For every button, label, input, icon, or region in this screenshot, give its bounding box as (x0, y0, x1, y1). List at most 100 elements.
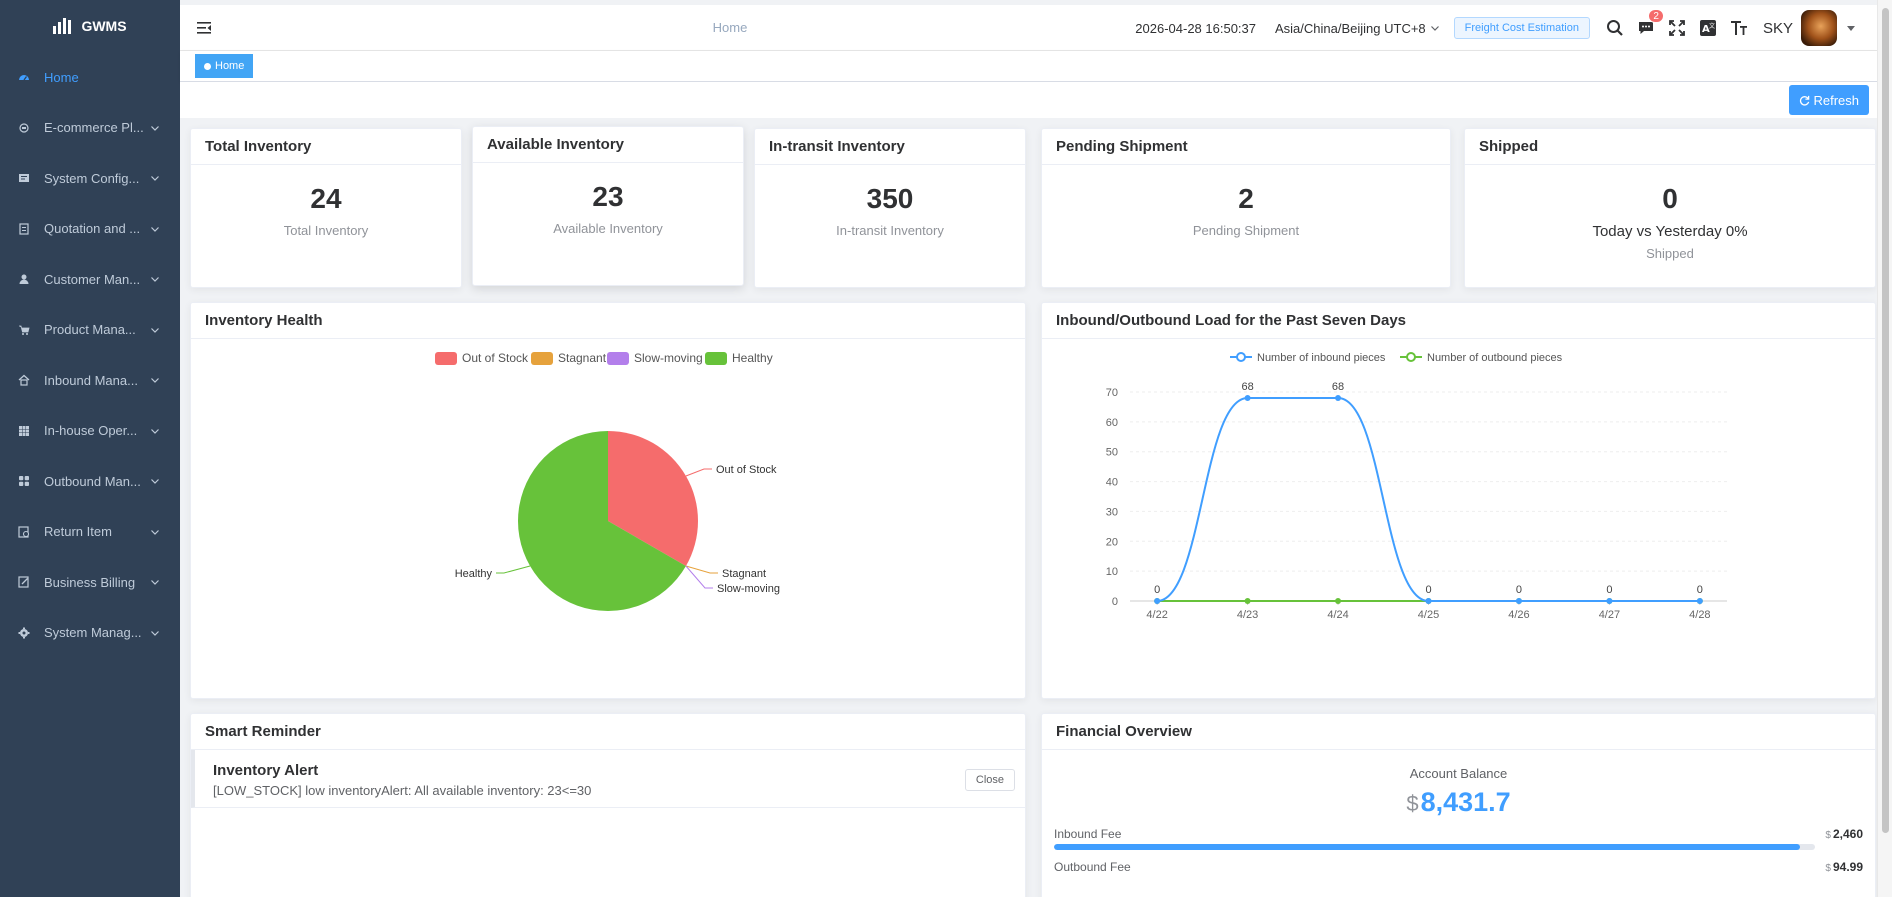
legend-label: Number of inbound pieces (1257, 352, 1386, 364)
user-icon (18, 273, 30, 285)
legend-item: Healthy (705, 351, 773, 365)
legend-item: Number of outbound pieces (1400, 352, 1563, 364)
x-tick-label: 4/24 (1327, 609, 1348, 621)
legend-label: Stagnant (558, 351, 607, 365)
refresh-icon (1800, 95, 1810, 106)
legend-item: Number of inbound pieces (1230, 352, 1386, 364)
apps-icon (18, 475, 30, 487)
sidebar-item-system-manag[interactable]: System Manag... (0, 608, 180, 659)
sidebar-item-outbound-man[interactable]: Outbound Man... (0, 456, 180, 507)
sidebar-item-label: E-commerce Pl... (44, 120, 144, 136)
inventory-health-card: Inventory Health Out of Stock Stagnant Slo… (190, 302, 1026, 699)
timezone-select[interactable]: Asia/China/Beijing UTC+8 (1275, 21, 1440, 36)
page-scrollbar[interactable] (1877, 0, 1892, 897)
data-point (1696, 598, 1703, 604)
search-icon[interactable] (1604, 17, 1626, 39)
sidebar-item-in-house-oper[interactable]: In-house Oper... (0, 406, 180, 457)
data-label: 0 (1516, 584, 1522, 596)
card-title: Total Inventory (191, 129, 461, 165)
sidebar-item-home[interactable]: Home (0, 52, 180, 103)
app-logo[interactable]: GWMS (0, 0, 180, 52)
y-tick-label: 30 (1106, 506, 1118, 518)
sidebar-item-label: Outbound Man... (44, 473, 141, 489)
return-icon (18, 526, 30, 538)
scrollbar-thumb[interactable] (1882, 8, 1889, 833)
quotation-icon (18, 223, 30, 235)
leader-line (685, 565, 718, 574)
sidebar-item-e-commerce-pl[interactable]: E-commerce Pl... (0, 103, 180, 154)
stat-card-in-transit-inventory[interactable]: In-transit Inventory 350 In-transit Inve… (754, 128, 1026, 288)
legend-item: Stagnant (531, 351, 607, 365)
financial-overview-card: Financial Overview Account Balance $8,43… (1041, 713, 1876, 897)
chevron-down-icon (151, 529, 159, 535)
tag-home-label: Home (215, 60, 245, 72)
chevron-down-icon (151, 226, 159, 232)
font-size-icon[interactable] (1728, 17, 1750, 39)
sidebar-item-inbound-mana[interactable]: Inbound Mana... (0, 355, 180, 406)
sidebar-menu: Home E-commerce Pl... System Config... Quot… (0, 52, 180, 658)
active-dot-icon (204, 62, 211, 70)
app-name: GWMS (81, 18, 127, 34)
y-tick-label: 20 (1106, 536, 1118, 548)
caret-down-icon[interactable] (1847, 24, 1855, 32)
alert-text: [LOW_STOCK] low inventoryAlert: All avai… (213, 783, 592, 798)
chevron-down-icon (151, 277, 159, 283)
fee-currency: $ (1825, 863, 1831, 874)
avatar[interactable] (1801, 10, 1837, 46)
stat-card-available-inventory[interactable]: Available Inventory 23 Available Invento… (472, 126, 744, 286)
fullscreen-icon[interactable] (1666, 17, 1688, 39)
data-point (1335, 598, 1342, 604)
sidebar-item-label: Inbound Mana... (44, 372, 138, 388)
freight-cost-button[interactable]: Freight Cost Estimation (1453, 17, 1590, 39)
stat-card-pending-shipment[interactable]: Pending Shipment 2 Pending Shipment (1041, 128, 1451, 288)
stat-label: Shipped (1646, 246, 1694, 261)
y-tick-label: 0 (1112, 596, 1118, 608)
breadcrumb[interactable]: Home (712, 20, 748, 35)
data-point (1154, 598, 1161, 604)
legend-label: Number of outbound pieces (1427, 352, 1563, 364)
leader-line (685, 468, 712, 477)
hamburger-icon[interactable] (196, 20, 212, 36)
data-label: 0 (1606, 584, 1612, 596)
refresh-button[interactable]: Refresh (1789, 85, 1869, 115)
alert-title: Inventory Alert (213, 762, 319, 779)
inventory-health-pie-chart: Out of Stock Stagnant Slow-moving Healthy Ou… (435, 351, 780, 611)
current-datetime: 2026-04-28 16:50:37 (1135, 20, 1256, 36)
stat-card-shipped[interactable]: Shipped 0 Today vs Yesterday 0% Shipped (1464, 128, 1876, 288)
card-title: Inventory Health (191, 303, 1025, 339)
stat-label: Pending Shipment (1192, 223, 1300, 238)
close-alert-button[interactable]: Close (964, 769, 1015, 791)
stat-value: 24 (310, 183, 342, 214)
sidebar-item-product-mana[interactable]: Product Mana... (0, 305, 180, 356)
legend-marker (1406, 352, 1416, 362)
sidebar-item-label: Customer Man... (44, 271, 141, 287)
pie-label: Out of Stock (716, 464, 777, 476)
tag-home[interactable]: Home (195, 54, 254, 78)
home-icon (18, 374, 30, 386)
fee-currency: $ (1825, 830, 1831, 841)
legend-item: Slow-moving (607, 351, 703, 365)
card-title: In-transit Inventory (755, 129, 1025, 165)
legend-label: Out of Stock (462, 351, 529, 365)
sidebar-item-business-billing[interactable]: Business Billing (0, 557, 180, 608)
sidebar-item-return-item[interactable]: Return Item (0, 507, 180, 558)
fee-row-inbound: Inbound Fee $2,460 (1054, 827, 1863, 841)
sidebar-item-quotation-and[interactable]: Quotation and ... (0, 204, 180, 255)
x-tick-label: 4/27 (1599, 609, 1620, 621)
y-tick-label: 40 (1106, 477, 1118, 489)
grid-icon (18, 425, 30, 437)
dashboard-icon (18, 71, 30, 83)
sidebar-item-customer-man[interactable]: Customer Man... (0, 254, 180, 305)
edit-icon (18, 576, 30, 588)
stat-label: In-transit Inventory (836, 223, 944, 238)
legend-swatch (607, 352, 629, 365)
legend-swatch (531, 352, 553, 365)
stat-value: 23 (592, 181, 624, 212)
message-icon[interactable]: 2 (1635, 9, 1664, 39)
username[interactable]: SKY (1762, 19, 1793, 37)
y-tick-label: 60 (1106, 417, 1118, 429)
stat-card-total-inventory[interactable]: Total Inventory 24 Total Inventory (190, 128, 462, 288)
stat-value: 350 (866, 183, 914, 214)
sidebar-item-system-config[interactable]: System Config... (0, 153, 180, 204)
